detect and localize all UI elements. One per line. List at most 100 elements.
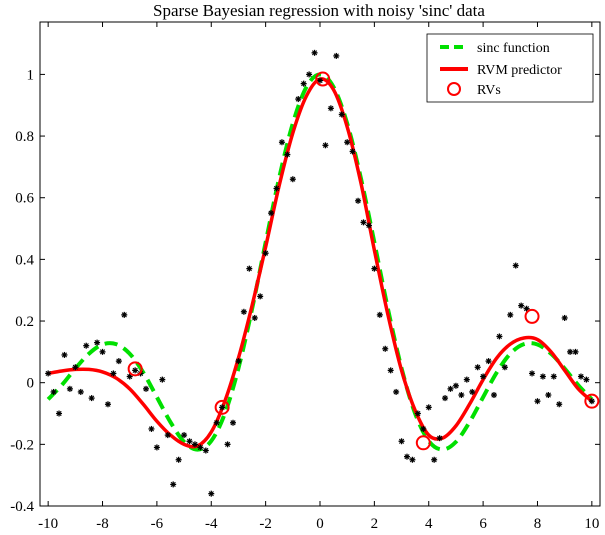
data-point (534, 398, 541, 405)
data-point (311, 49, 318, 56)
data-point (268, 210, 275, 217)
data-point (66, 385, 73, 392)
data-point (360, 219, 367, 226)
data-point (230, 419, 237, 426)
relevance-vector-marker (315, 71, 331, 87)
data-point (56, 410, 63, 417)
legend-label-rvm: RVM predictor (477, 63, 562, 78)
data-point (550, 373, 557, 380)
data-point (278, 139, 285, 146)
data-point (452, 382, 459, 389)
sinc-function-line (46, 72, 594, 452)
data-point (224, 441, 231, 448)
data-point (50, 388, 57, 395)
data-point (414, 410, 421, 417)
data-point (583, 376, 590, 383)
data-point (273, 185, 280, 192)
data-point (463, 376, 470, 383)
data-point (365, 222, 372, 229)
data-point (181, 432, 188, 439)
data-point (104, 401, 111, 408)
data-point (501, 364, 508, 371)
data-point (567, 348, 574, 355)
data-point (235, 358, 242, 365)
data-point (202, 447, 209, 454)
legend: sinc function RVM predictor RVs (426, 33, 594, 103)
y-tick-label: 0.6 (15, 191, 34, 207)
legend-label-rvs: RVs (477, 83, 501, 98)
data-point (577, 373, 584, 380)
data-point (159, 376, 166, 383)
data-point (257, 293, 264, 300)
data-point (327, 105, 334, 112)
y-tick-label: -0.2 (10, 437, 34, 453)
x-tick-label: 8 (534, 516, 542, 532)
data-point (246, 265, 253, 272)
data-point (295, 96, 302, 103)
data-point (121, 311, 128, 318)
axes-box (39, 21, 601, 507)
data-point (371, 265, 378, 272)
data-point (442, 395, 449, 402)
y-tick-label: 0.8 (15, 129, 34, 145)
data-point (110, 370, 117, 377)
data-point (83, 342, 90, 349)
data-point (588, 398, 595, 405)
data-point (143, 385, 150, 392)
data-point (496, 333, 503, 340)
data-point (518, 302, 525, 309)
data-point (387, 367, 394, 374)
data-point (219, 404, 226, 411)
y-tick-label: 0 (27, 376, 35, 392)
x-axis: -10 -8 -6 -4 -2 0 2 4 6 8 10 (38, 22, 599, 532)
data-point (529, 370, 536, 377)
data-point (376, 311, 383, 318)
data-point (99, 348, 106, 355)
chart-title: Sparse Bayesian regression with noisy 's… (153, 1, 485, 20)
data-point (148, 425, 155, 432)
x-tick-label: 2 (371, 516, 379, 532)
data-point (77, 388, 84, 395)
data-point (45, 370, 52, 377)
data-point (490, 392, 497, 399)
y-tick-label: 0.4 (15, 252, 34, 268)
data-point (458, 392, 465, 399)
data-point (115, 358, 122, 365)
relevance-vector-marker (524, 308, 540, 324)
data-point (240, 308, 247, 315)
data-point (284, 151, 291, 158)
data-point (398, 438, 405, 445)
data-point (170, 481, 177, 488)
x-tick-label: 4 (425, 516, 433, 532)
data-point (480, 373, 487, 380)
data-point (213, 419, 220, 426)
data-point (333, 52, 340, 59)
data-point (561, 314, 568, 321)
legend-label-sinc: sinc function (477, 41, 550, 56)
data-point (344, 139, 351, 146)
data-point (300, 80, 307, 87)
data-point (317, 77, 323, 84)
relevance-vector-marker (584, 393, 600, 409)
data-point (425, 404, 432, 411)
data-point (469, 388, 476, 395)
data-point (251, 314, 258, 321)
y-tick-label: -0.4 (10, 499, 34, 515)
data-point (322, 142, 329, 149)
data-point (485, 358, 492, 365)
data-point (556, 401, 563, 408)
data-point (393, 388, 400, 395)
x-tick-label: 0 (316, 516, 324, 532)
plot-area: -10 -8 -6 -4 -2 0 2 4 6 8 10 -0.4 -0.2 0 0.2 0.4 0.6 0.8… (10, 21, 601, 532)
data-point (186, 438, 193, 445)
data-point (507, 311, 514, 318)
x-tick-label: -4 (205, 516, 218, 532)
relevance-vectors (127, 71, 600, 451)
data-point (72, 364, 79, 371)
data-point (512, 262, 519, 269)
data-point (382, 345, 389, 352)
relevance-vector-marker (415, 435, 431, 451)
data-point (431, 456, 438, 463)
x-tick-label: -8 (96, 516, 109, 532)
